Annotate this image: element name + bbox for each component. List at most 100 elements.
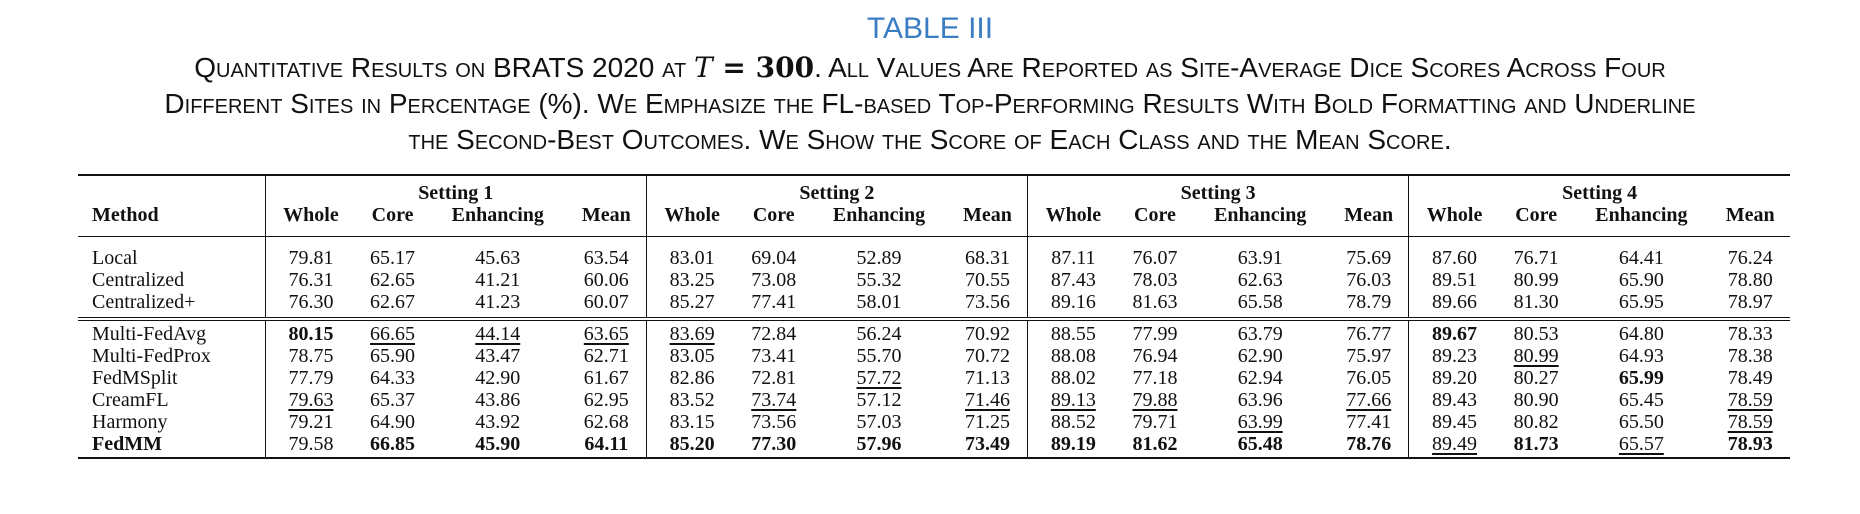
- score-cell: 62.94: [1191, 367, 1329, 389]
- score-value: 71.25: [964, 411, 1010, 433]
- score-value: 89.23: [1432, 345, 1478, 367]
- score-value: 65.99: [1618, 367, 1664, 389]
- score-cell: 55.70: [810, 345, 948, 367]
- score-cell: 62.63: [1191, 269, 1329, 291]
- score-cell: 64.11: [567, 433, 647, 458]
- score-cell: 79.81: [264, 236, 357, 269]
- table-row: Harmony 79.21 64.90 43.92 62.68 83.15 73.56 57.…: [78, 411, 1790, 433]
- score-value: 80.27: [1513, 367, 1559, 389]
- score-value: 78.38: [1727, 345, 1773, 367]
- score-value: 77.30: [751, 433, 797, 455]
- col-header-mean: Mean: [1329, 204, 1409, 237]
- score-cell: 65.37: [356, 389, 429, 411]
- score-value: 58.01: [856, 291, 902, 313]
- score-cell: 60.07: [566, 291, 647, 321]
- score-cell: 79.58: [264, 433, 357, 458]
- score-cell: 63.54: [567, 237, 647, 269]
- score-cell: 89.20: [1408, 367, 1500, 389]
- score-value: 62.67: [370, 291, 416, 313]
- score-cell: 45.90: [429, 433, 567, 458]
- score-value: 64.33: [370, 367, 416, 389]
- score-value: 77.99: [1132, 323, 1178, 345]
- results-table: Setting 1 Setting 2 Setting 3 Setting 4 …: [78, 174, 1790, 459]
- score-value: 62.65: [370, 269, 416, 291]
- score-cell: 89.13: [1026, 389, 1119, 411]
- score-cell: 78.76: [1329, 433, 1409, 458]
- score-value: 80.90: [1513, 389, 1559, 411]
- score-value: 89.43: [1432, 389, 1478, 411]
- score-cell: 68.31: [948, 237, 1028, 269]
- score-cell: 62.71: [567, 345, 647, 367]
- score-cell: 85.27: [645, 291, 738, 321]
- score-value: 89.49: [1432, 433, 1478, 455]
- score-value: 81.62: [1132, 433, 1178, 455]
- setting-2-header: Setting 2: [645, 175, 1028, 204]
- score-value: 62.90: [1237, 345, 1283, 367]
- score-cell: 77.41: [737, 291, 810, 321]
- score-value: 79.21: [288, 411, 334, 433]
- caption-line-1: Quantitative Results on BRATS 2020 at T …: [194, 51, 1666, 84]
- score-value: 75.69: [1346, 247, 1392, 269]
- table-row: FedMSplit 77.79 64.33 42.90 61.67 82.86 72.81 5…: [78, 367, 1790, 389]
- score-value: 45.63: [475, 247, 521, 269]
- score-value: 63.96: [1237, 389, 1283, 411]
- score-cell: 88.52: [1026, 411, 1119, 433]
- score-cell: 56.24: [810, 319, 948, 345]
- score-value: 68.31: [964, 247, 1010, 269]
- score-cell: 89.49: [1408, 433, 1500, 458]
- score-value: 89.20: [1432, 367, 1478, 389]
- score-cell: 65.48: [1191, 433, 1329, 458]
- score-value: 85.20: [669, 433, 715, 455]
- score-cell: 63.96: [1191, 389, 1329, 411]
- score-cell: 80.82: [1500, 411, 1573, 433]
- score-value: 63.91: [1237, 247, 1283, 269]
- score-cell: 65.99: [1572, 367, 1710, 389]
- score-cell: 70.92: [948, 319, 1028, 345]
- col-header-enhancing: Enhancing: [810, 204, 948, 237]
- table-body: Local 79.81 65.17 45.63 63.54 83.01 69.04 52.89…: [78, 236, 1790, 458]
- setting-3-header: Setting 3: [1026, 175, 1409, 204]
- score-value: 44.14: [475, 323, 521, 345]
- score-cell: 83.15: [645, 411, 738, 433]
- score-value: 81.63: [1132, 291, 1178, 313]
- score-cell: 41.21: [429, 269, 567, 291]
- score-value: 82.86: [669, 367, 715, 389]
- score-cell: 78.79: [1329, 291, 1409, 321]
- score-value: 65.90: [1618, 269, 1664, 291]
- score-value: 57.03: [856, 411, 902, 433]
- score-cell: 55.32: [810, 269, 948, 291]
- col-header-whole: Whole: [645, 204, 738, 237]
- score-cell: 65.50: [1572, 411, 1710, 433]
- score-value: 73.49: [964, 433, 1010, 455]
- score-value: 76.24: [1727, 247, 1773, 269]
- header-group-row: Setting 1 Setting 2 Setting 3 Setting 4: [78, 175, 1790, 204]
- score-value: 41.21: [475, 269, 521, 291]
- score-value: 79.88: [1132, 389, 1178, 411]
- score-cell: 80.90: [1500, 389, 1573, 411]
- score-cell: 81.30: [1499, 291, 1573, 321]
- score-cell: 78.80: [1710, 269, 1790, 291]
- score-value: 70.55: [964, 269, 1010, 291]
- score-value: 77.41: [1346, 411, 1392, 433]
- score-value: 83.25: [669, 269, 715, 291]
- score-value: 89.67: [1432, 323, 1478, 345]
- score-cell: 73.49: [948, 433, 1028, 458]
- score-value: 62.63: [1237, 269, 1283, 291]
- score-value: 64.90: [370, 411, 416, 433]
- score-value: 78.76: [1346, 433, 1392, 455]
- table-row: Local 79.81 65.17 45.63 63.54 83.01 69.04 52.89…: [78, 236, 1790, 269]
- table-row: Multi-FedAvg 80.15 66.65 44.14 63.65 83.69 72.…: [78, 319, 1790, 345]
- table-caption: Quantitative Results on BRATS 2020 at T …: [0, 50, 1860, 158]
- table-row: Centralized 76.31 62.65 41.21 60.06 83.25 73.0…: [78, 269, 1790, 291]
- score-cell: 65.95: [1572, 291, 1711, 321]
- score-cell: 89.66: [1408, 291, 1500, 321]
- method-cell: Local: [92, 247, 138, 269]
- score-cell: 80.15: [264, 319, 357, 345]
- score-cell: 77.79: [264, 367, 357, 389]
- score-cell: 83.52: [645, 389, 738, 411]
- score-cell: 43.86: [429, 389, 567, 411]
- score-cell: 80.53: [1500, 319, 1573, 345]
- score-value: 60.07: [583, 291, 629, 313]
- score-value: 73.74: [751, 389, 797, 411]
- score-cell: 78.59: [1710, 389, 1790, 411]
